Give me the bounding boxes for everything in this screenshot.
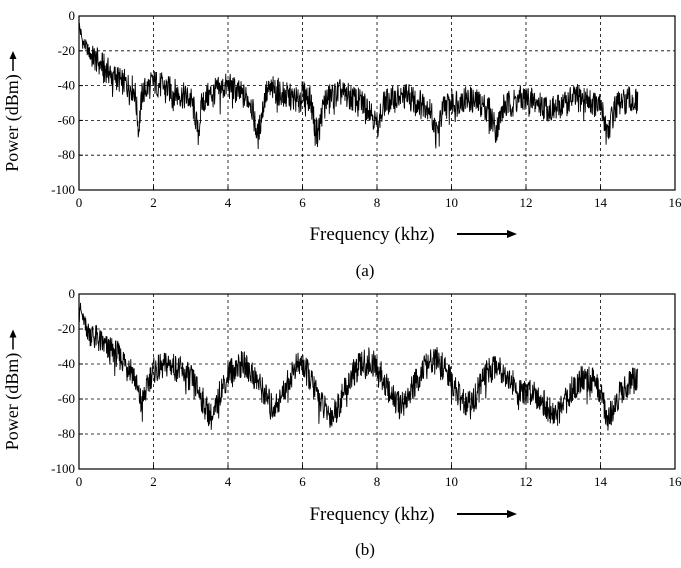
x-tick-label: 12 <box>520 195 533 210</box>
x-tick-label: 16 <box>669 195 681 210</box>
x-axis-arrow-icon <box>507 510 517 518</box>
spectrum-trace <box>79 303 638 431</box>
spectrum-trace <box>79 23 638 149</box>
x-tick-label: 10 <box>445 474 458 489</box>
x-tick-label: 2 <box>150 474 157 489</box>
y-tick-label: -100 <box>51 461 75 476</box>
y-tick-label: -80 <box>58 426 75 441</box>
y-tick-label: 0 <box>69 286 76 301</box>
x-tick-label: 0 <box>76 474 83 489</box>
chart-panel-b: 0 2 4 6 8 10 12 14 16 0 -20 -40 -60 -80 -100 Frequency … <box>2 286 681 559</box>
gridlines <box>79 294 675 469</box>
panel-caption: (b) <box>355 540 375 559</box>
x-tick-label: 2 <box>150 195 157 210</box>
x-tick-label: 16 <box>669 474 681 489</box>
x-tick-label: 4 <box>225 195 232 210</box>
y-tick-label: -80 <box>58 147 75 162</box>
y-tick-label: -60 <box>58 391 75 406</box>
y-tick-label: -20 <box>58 43 75 58</box>
x-tick-label: 8 <box>374 195 381 210</box>
y-axis-label: Power (dBm) <box>2 353 23 451</box>
x-axis-arrow-icon <box>507 230 517 238</box>
x-tick-label: 4 <box>225 474 232 489</box>
y-axis-arrow-icon <box>10 51 17 59</box>
x-tick-label: 14 <box>594 474 608 489</box>
y-tick-label: -40 <box>58 356 75 371</box>
y-tick-label: -40 <box>58 78 75 93</box>
x-tick-label: 6 <box>299 195 306 210</box>
y-axis-label: Power (dBm) <box>2 74 23 172</box>
x-axis-label: Frequency (khz) <box>309 504 434 525</box>
x-tick-label: 6 <box>299 474 306 489</box>
y-axis-arrow-icon <box>10 330 17 338</box>
x-tick-label: 12 <box>520 474 533 489</box>
y-tick-label: 0 <box>69 8 76 23</box>
panel-caption: (a) <box>356 261 375 280</box>
x-tick-label: 14 <box>594 195 608 210</box>
y-tick-label: -60 <box>58 112 75 127</box>
chart-panel-a: 0 2 4 6 8 10 12 14 16 0 -20 -40 -60 -80 -100 Frequency … <box>2 8 681 280</box>
x-tick-label: 8 <box>374 474 381 489</box>
y-tick-label: -100 <box>51 182 75 197</box>
y-tick-label: -20 <box>58 321 75 336</box>
x-axis-label: Frequency (khz) <box>309 224 434 245</box>
x-tick-label: 10 <box>445 195 458 210</box>
x-tick-label: 0 <box>76 195 83 210</box>
